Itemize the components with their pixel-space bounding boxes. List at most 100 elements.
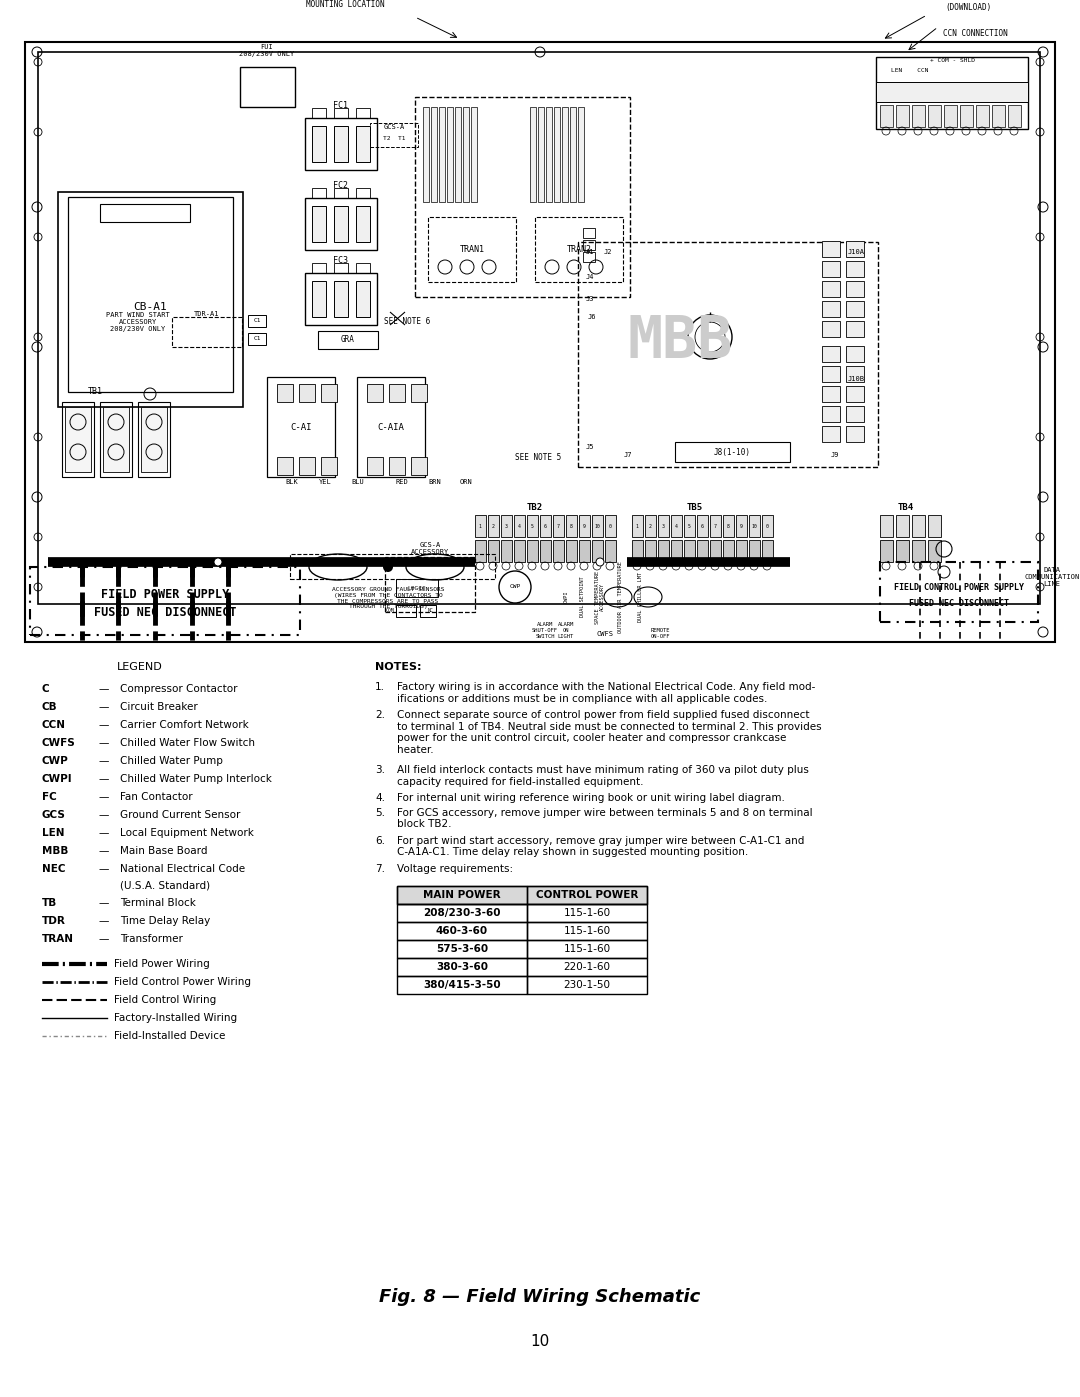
Text: 9: 9 (582, 524, 585, 528)
Text: 115-1-60: 115-1-60 (564, 926, 610, 936)
Bar (397, 886, 527, 904)
Text: FUSED NEC DISCONNECT: FUSED NEC DISCONNECT (94, 606, 237, 619)
Text: Field Control Wiring: Field Control Wiring (114, 995, 216, 1004)
Bar (357, 377, 426, 476)
Text: 7.: 7. (375, 863, 384, 873)
Bar (103, 407, 129, 472)
Text: Field Power Wiring: Field Power Wiring (114, 958, 210, 970)
Text: Factory wiring is in accordance with the National Electrical Code. Any field mod: Factory wiring is in accordance with the… (397, 682, 815, 704)
Text: NC: NC (428, 609, 434, 613)
Text: CONTROL POWER: CONTROL POWER (536, 890, 638, 900)
Text: 3: 3 (662, 524, 664, 528)
Bar (334, 126, 348, 162)
Text: 5: 5 (530, 524, 534, 528)
Text: TB: TB (42, 898, 57, 908)
Text: DUAL CHILLER LMT: DUAL CHILLER LMT (637, 571, 643, 622)
Bar (334, 189, 348, 198)
Text: Fan Contactor: Fan Contactor (120, 792, 192, 802)
Bar (356, 189, 370, 198)
Bar (723, 541, 734, 562)
Text: LEN CONNECTION
(DOWNLOAD): LEN CONNECTION (DOWNLOAD) (945, 0, 1010, 13)
Text: For part wind start accessory, remove gray jumper wire between C-A1-C1 and
C-A1A: For part wind start accessory, remove gr… (397, 835, 805, 858)
Text: 208/230-3-60: 208/230-3-60 (423, 908, 501, 918)
Text: Chilled Water Flow Switch: Chilled Water Flow Switch (120, 738, 255, 747)
Text: 115-1-60: 115-1-60 (564, 944, 610, 954)
Text: LEGEND: LEGEND (117, 662, 163, 672)
Text: 10: 10 (530, 1334, 550, 1350)
Bar (527, 922, 647, 940)
Bar (723, 515, 734, 536)
Bar (396, 578, 438, 597)
Bar (527, 541, 538, 562)
Text: 4.: 4. (375, 793, 384, 803)
Bar (389, 384, 405, 402)
Bar (583, 251, 595, 263)
Bar (592, 515, 603, 536)
Text: TB1: TB1 (87, 387, 103, 397)
Text: SPACE TEMPERATURE
ACCESSORY: SPACE TEMPERATURE ACCESSORY (595, 570, 606, 623)
Text: TB2: TB2 (527, 503, 543, 511)
Bar (370, 123, 418, 147)
Text: 575-3-60: 575-3-60 (436, 944, 488, 954)
Bar (397, 940, 527, 958)
Text: Chilled Water Pump Interlock: Chilled Water Pump Interlock (120, 774, 272, 784)
Bar (592, 541, 603, 562)
Bar (993, 105, 1005, 127)
Bar (876, 82, 1028, 102)
Bar (562, 108, 568, 203)
Text: ALARM
SHUT-OFF
SWITCH: ALARM SHUT-OFF SWITCH (532, 623, 558, 638)
Bar (846, 426, 864, 441)
Text: CB: CB (42, 703, 57, 712)
Bar (846, 242, 864, 257)
Text: 10: 10 (594, 524, 599, 528)
Text: —: — (98, 703, 109, 712)
Text: + COM - SHLD: + COM - SHLD (930, 57, 974, 63)
Text: J9: J9 (831, 453, 839, 458)
Text: 2: 2 (649, 524, 651, 528)
Bar (318, 331, 378, 349)
Bar (553, 515, 564, 536)
Text: CWFS: CWFS (596, 631, 613, 637)
Text: Circuit Breaker: Circuit Breaker (120, 703, 198, 712)
Bar (762, 541, 773, 562)
Text: 0: 0 (608, 524, 611, 528)
Bar (384, 557, 475, 612)
Bar (455, 108, 461, 203)
Bar (583, 240, 595, 250)
Text: DUAL SETPOINT: DUAL SETPOINT (581, 577, 585, 617)
Text: TRAN: TRAN (42, 935, 75, 944)
Text: J10A: J10A (848, 249, 864, 256)
Bar (356, 108, 370, 117)
Bar (880, 562, 1038, 622)
Text: —: — (98, 774, 109, 784)
Text: BLK: BLK (285, 479, 298, 485)
Text: 2: 2 (491, 524, 495, 528)
Text: BRN: BRN (429, 479, 442, 485)
Bar (312, 126, 326, 162)
Text: CWPI: CWPI (564, 591, 568, 604)
Bar (312, 281, 326, 317)
Text: —: — (98, 863, 109, 875)
Bar (321, 384, 337, 402)
Text: FC1: FC1 (334, 101, 349, 110)
Text: —: — (98, 935, 109, 944)
Bar (488, 515, 499, 536)
Bar (514, 515, 525, 536)
Bar (710, 515, 721, 536)
Text: J10B: J10B (848, 376, 864, 381)
Text: J6: J6 (588, 314, 596, 320)
Text: MBB: MBB (627, 313, 732, 370)
Bar (822, 407, 840, 422)
Text: FC2: FC2 (334, 182, 349, 190)
Bar (475, 515, 486, 536)
Bar (880, 515, 893, 536)
Text: BLU: BLU (352, 479, 364, 485)
Text: —: — (98, 685, 109, 694)
Text: Carrier Comfort Network: Carrier Comfort Network (120, 719, 248, 731)
Bar (697, 541, 708, 562)
Text: 5.: 5. (375, 807, 384, 817)
Text: FC3: FC3 (334, 256, 349, 265)
Bar (100, 204, 190, 222)
Bar (397, 904, 527, 922)
Bar (822, 366, 840, 381)
